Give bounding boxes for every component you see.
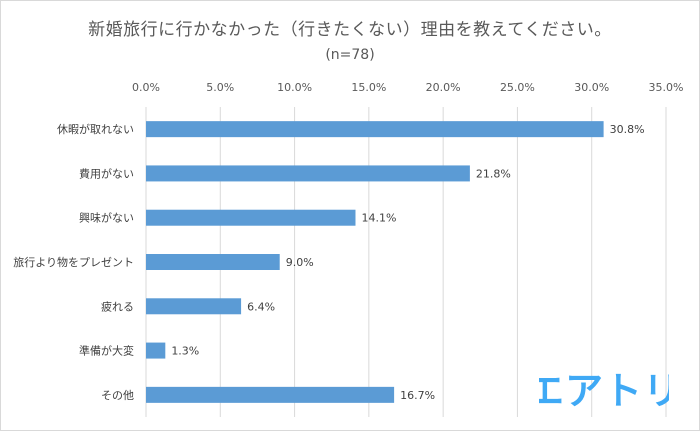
- category-label: 疲れる: [101, 299, 134, 313]
- chart-subtitle: (n=78): [325, 47, 375, 63]
- data-label: 30.8%: [610, 123, 645, 136]
- bar: [146, 165, 470, 182]
- x-tick-label: 15.0%: [351, 81, 386, 94]
- data-label: 21.8%: [476, 167, 511, 180]
- x-tick-label: 20.0%: [426, 81, 461, 94]
- bar: [146, 254, 280, 270]
- x-tick-label: 25.0%: [500, 81, 535, 94]
- data-label: 1.3%: [171, 345, 199, 358]
- data-label: 16.7%: [400, 389, 435, 402]
- bar: [146, 298, 242, 315]
- category-label: 準備が大変: [79, 344, 134, 358]
- gridlines: [145, 107, 667, 417]
- data-label: 6.4%: [247, 300, 275, 313]
- bar: [146, 209, 356, 226]
- bar: [146, 386, 395, 403]
- category-label: その他: [101, 389, 134, 402]
- bar: [146, 342, 166, 359]
- chart-title: 新婚旅行に行かなかった（行きたくない）理由を教えてください。: [88, 20, 612, 40]
- svg-text:エアトリ: エアトリ: [539, 369, 669, 413]
- data-label: 9.0%: [286, 256, 314, 269]
- airtrip-logo: エアトリ: [539, 369, 669, 413]
- category-label: 休暇が取れない: [57, 122, 134, 136]
- x-tick-label: 0.0%: [132, 81, 160, 94]
- bar: [146, 121, 604, 138]
- x-axis-ticks: 0.0% 5.0% 10.0% 15.0% 20.0% 25.0% 30.0% 35.0%: [132, 81, 683, 94]
- category-label: 興味がない: [79, 211, 134, 225]
- data-labels: 30.8% 21.8% 14.1% 9.0% 6.4% 1.3% 16.7%: [171, 123, 644, 402]
- category-label: 費用がない: [79, 166, 134, 180]
- x-tick-label: 30.0%: [574, 81, 609, 94]
- x-tick-label: 5.0%: [206, 81, 234, 94]
- x-tick-label: 35.0%: [649, 81, 684, 94]
- x-tick-label: 10.0%: [277, 81, 312, 94]
- category-label: 旅行より物をプレゼント: [13, 255, 134, 269]
- bars: [146, 121, 604, 403]
- data-label: 14.1%: [361, 212, 396, 225]
